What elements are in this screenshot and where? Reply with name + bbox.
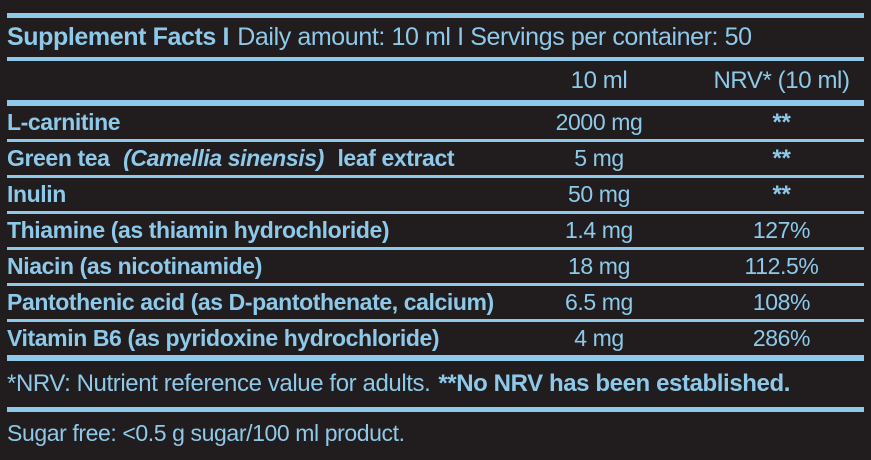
ingredient-name: Inulin bbox=[7, 181, 66, 207]
table-row: Niacin (as nicotinamide) 18 mg 112.5% bbox=[7, 250, 864, 286]
top-border-rule bbox=[7, 13, 864, 18]
ingredient-nrv: 108% bbox=[752, 289, 811, 315]
table-row: Vitamin B6 (as pyridoxine hydrochloride)… bbox=[7, 322, 864, 355]
ingredient-amount: 4 mg bbox=[574, 325, 624, 351]
column-header-divider-rule bbox=[7, 100, 864, 106]
ingredient-latin-name: (Camellia sinensis) bbox=[123, 145, 324, 171]
ingredient-nrv: 127% bbox=[752, 217, 811, 243]
ingredient-name: Pantothenic acid (as D-pantothenate, cal… bbox=[7, 289, 494, 315]
ingredient-name: Niacin (as nicotinamide) bbox=[7, 253, 262, 279]
ingredient-nrv: ** bbox=[772, 108, 791, 136]
table-row: L-carnitine 2000 mg ** bbox=[7, 106, 864, 142]
table-row: Thiamine (as thiamin hydrochloride) 1.4 … bbox=[7, 214, 864, 250]
footnote-divider-rule bbox=[7, 355, 864, 361]
label-header-details: Daily amount: 10 ml I Servings per conta… bbox=[237, 23, 752, 51]
ingredient-amount: 6.5 mg bbox=[565, 289, 633, 315]
ingredient-nrv: ** bbox=[772, 180, 791, 208]
ingredient-amount: 2000 mg bbox=[555, 109, 643, 135]
label-header: Supplement Facts I Daily amount: 10 ml I… bbox=[7, 18, 864, 57]
ingredient-amount: 18 mg bbox=[568, 253, 630, 279]
ingredient-name: Vitamin B6 (as pyridoxine hydrochloride) bbox=[7, 325, 440, 351]
table-row: Inulin 50 mg ** bbox=[7, 178, 864, 214]
ingredient-name: Thiamine (as thiamin hydrochloride) bbox=[7, 217, 390, 243]
table-row: Green tea (Camellia sinensis) leaf extra… bbox=[7, 142, 864, 178]
nrv-footnote: *NRV: Nutrient reference value for adult… bbox=[7, 361, 864, 407]
column-header-amount: 10 ml bbox=[570, 66, 628, 94]
ingredient-name-suffix: leaf extract bbox=[337, 145, 455, 171]
ingredient-name: L-carnitine bbox=[7, 109, 121, 135]
ingredient-amount: 50 mg bbox=[568, 181, 630, 207]
ingredient-nrv: ** bbox=[772, 144, 791, 172]
ingredient-amount: 5 mg bbox=[574, 145, 624, 171]
header-divider-rule bbox=[7, 57, 864, 61]
column-header-row: 10 ml NRV* (10 ml) bbox=[7, 61, 864, 100]
column-header-nrv: NRV* (10 ml) bbox=[713, 66, 850, 94]
ingredient-name: Green tea bbox=[7, 145, 110, 171]
sugar-divider-rule bbox=[7, 407, 864, 412]
label-title: Supplement Facts I bbox=[7, 23, 230, 51]
ingredient-amount: 1.4 mg bbox=[565, 217, 633, 243]
sugar-free-note: Sugar free: <0.5 g sugar/100 ml product. bbox=[7, 412, 864, 454]
ingredient-nrv: 286% bbox=[752, 325, 811, 351]
sugar-free-text: Sugar free: <0.5 g sugar/100 ml product. bbox=[7, 419, 405, 446]
nrv-definition-note: *NRV: Nutrient reference value for adult… bbox=[7, 370, 431, 397]
ingredient-nrv: 112.5% bbox=[744, 253, 819, 279]
table-row: Pantothenic acid (as D-pantothenate, cal… bbox=[7, 286, 864, 322]
nrv-established-note: **No NRV has been established. bbox=[438, 370, 790, 397]
